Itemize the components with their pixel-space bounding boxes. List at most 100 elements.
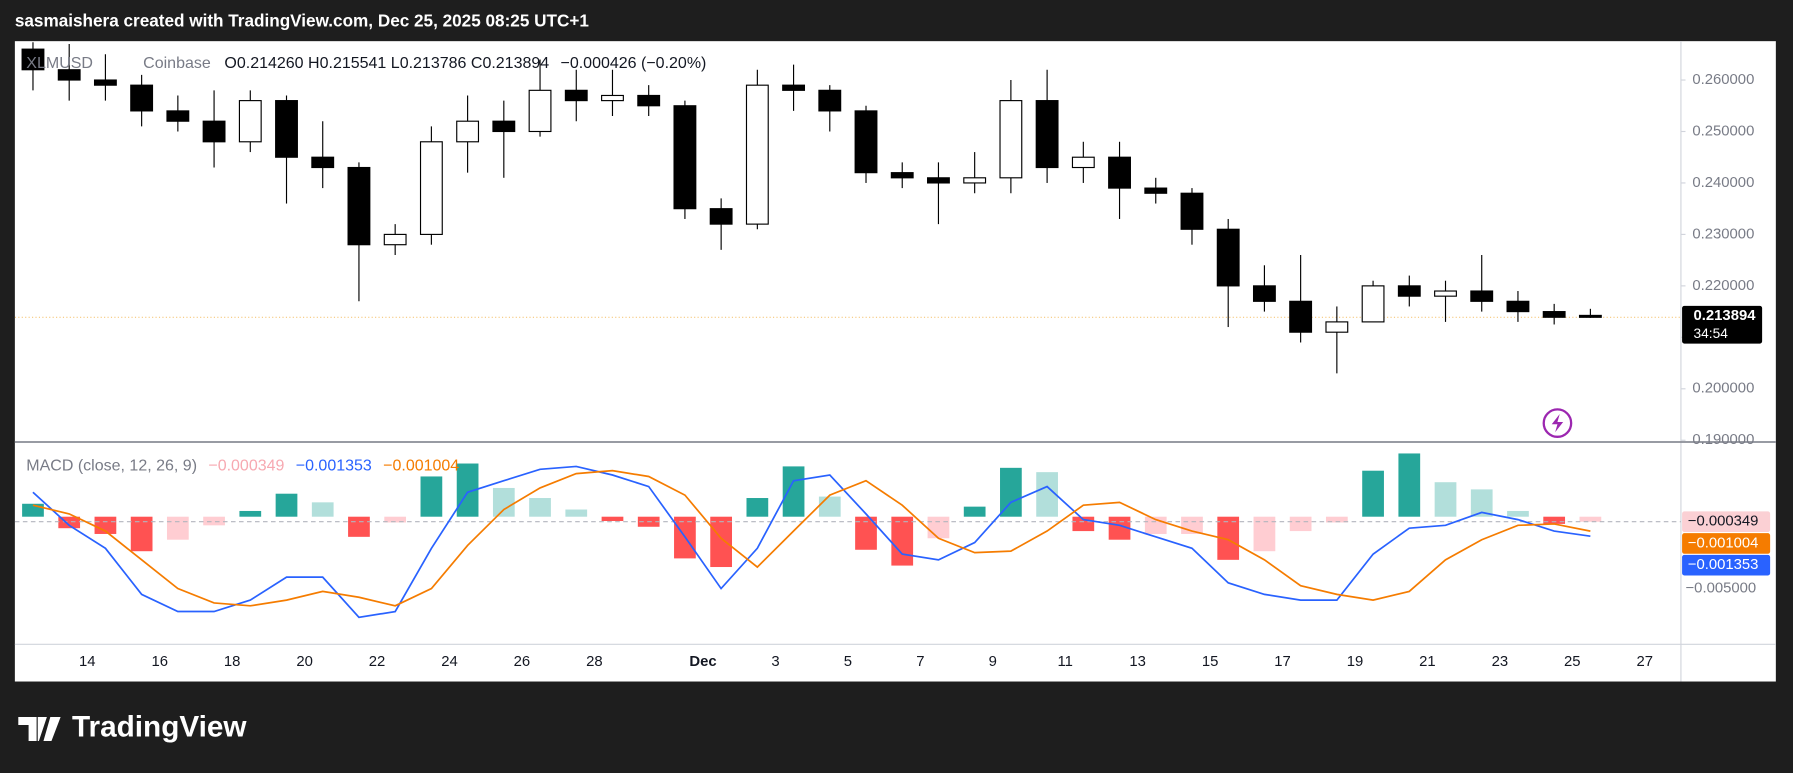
histogram-bar xyxy=(275,493,298,517)
legend-value: 0.215541 xyxy=(320,55,387,72)
macd-title: MACD (close, 12, 26, 9) xyxy=(26,458,197,475)
candle-body xyxy=(673,105,697,210)
x-tick-label: 11 xyxy=(1057,654,1072,670)
y-tick-label: −0.005000 xyxy=(1686,581,1757,597)
candle-body xyxy=(782,84,806,91)
macd-line-value: −0.001353 xyxy=(296,458,372,475)
histogram-bar xyxy=(492,487,515,517)
x-tick-label: 14 xyxy=(79,654,96,670)
last-price-box xyxy=(1682,305,1763,344)
alert-icon[interactable] xyxy=(1542,408,1573,438)
candle-body xyxy=(311,156,335,169)
chart-frame xyxy=(14,41,1776,682)
y-tick-label: 0.200000 xyxy=(1692,381,1754,397)
x-tick-label: 27 xyxy=(1636,654,1653,670)
histogram-bar xyxy=(311,502,334,517)
header-text: sasmaishera created with TradingView.com… xyxy=(15,10,589,30)
symbol: XLMUSD xyxy=(26,55,93,72)
candle-body xyxy=(166,110,190,122)
legend-label: O xyxy=(224,55,236,72)
candle-body xyxy=(275,100,298,158)
y-tick-label: 0.260000 xyxy=(1692,72,1754,88)
histogram-bar xyxy=(1362,470,1384,517)
x-tick-label: 13 xyxy=(1129,654,1146,670)
histogram-bar xyxy=(58,516,81,529)
legend-value: 0.214260 xyxy=(237,55,304,72)
price-pane xyxy=(14,42,1681,374)
histogram-bar xyxy=(1579,516,1602,522)
value-tag xyxy=(1682,554,1771,576)
histogram-bar xyxy=(1036,472,1058,517)
legend-value: 0.213894 xyxy=(482,55,549,72)
legend-value: 0.213786 xyxy=(400,55,467,72)
y-tick-label: 0.220000 xyxy=(1692,278,1754,294)
candle-body xyxy=(419,141,443,235)
legend-label: L xyxy=(391,55,400,72)
x-tick-label: Dec xyxy=(689,654,716,670)
value-tag-label: −0.000349 xyxy=(1688,514,1759,530)
histogram-bar xyxy=(94,516,117,534)
x-tick-label: 25 xyxy=(1564,654,1581,670)
histogram-bar xyxy=(565,509,588,517)
candle-body xyxy=(1578,314,1602,318)
value-tag-label: −0.001353 xyxy=(1688,557,1759,573)
histogram-bar xyxy=(1398,453,1421,517)
brand-logo[interactable]: TradingView xyxy=(18,710,247,743)
candle-body xyxy=(1361,285,1385,323)
x-tick-label: 28 xyxy=(586,654,603,670)
candle-body xyxy=(1506,300,1530,313)
candle-body xyxy=(963,177,987,184)
macd-line xyxy=(32,469,1591,607)
candle-body xyxy=(347,166,371,246)
candle-body xyxy=(130,84,154,112)
x-tick-label: 17 xyxy=(1274,654,1291,670)
histogram-bar xyxy=(782,466,805,517)
histogram-bar xyxy=(1000,467,1022,517)
macd-line xyxy=(32,465,1591,619)
candle-body xyxy=(1071,156,1095,169)
candle-body xyxy=(564,89,588,102)
histogram-bar xyxy=(710,516,733,568)
candle-body xyxy=(238,100,262,143)
x-tick-label: 3 xyxy=(771,654,779,670)
histogram-bar xyxy=(384,516,407,523)
histogram-bar xyxy=(420,476,443,517)
histogram-bar xyxy=(166,516,189,540)
histogram-bar xyxy=(529,498,551,517)
candle-body xyxy=(202,120,226,143)
candle-body xyxy=(383,233,407,246)
histogram-bar xyxy=(1543,516,1566,524)
histogram-bar xyxy=(1470,489,1493,517)
legend-change: −0.000426 (−0.20%) xyxy=(560,55,706,72)
histogram-bar xyxy=(1325,516,1348,523)
legend-label: H xyxy=(308,55,320,72)
candle-body xyxy=(1252,285,1276,302)
candle-body xyxy=(890,172,914,179)
candle-body xyxy=(57,69,81,81)
histogram-bar xyxy=(891,516,914,566)
candle-body xyxy=(999,100,1023,179)
y-tick-label: 0.250000 xyxy=(1692,123,1754,139)
histogram-bar xyxy=(1217,516,1240,560)
candle-body xyxy=(528,89,552,133)
candle-body xyxy=(709,208,733,225)
histogram-bar xyxy=(1253,516,1276,552)
x-tick-label: 5 xyxy=(844,654,852,670)
candle-body xyxy=(637,94,661,107)
value-tag-label: −0.001004 xyxy=(1688,535,1759,551)
histogram-bar xyxy=(601,516,624,522)
candle-body xyxy=(93,79,117,86)
histogram-bar xyxy=(1289,516,1312,532)
candle-body xyxy=(456,120,480,143)
candle-body xyxy=(927,177,950,184)
histogram-bar xyxy=(130,516,153,552)
candle-body xyxy=(1289,300,1313,333)
price-legend: XLMUSD Coinbase O0.214260 H0.215541 L0.2… xyxy=(26,55,706,72)
brand-text: TradingView xyxy=(72,710,247,743)
histogram-bar xyxy=(1108,516,1131,540)
x-tick-label: 15 xyxy=(1202,654,1219,670)
y-tick-label: 0.240000 xyxy=(1692,175,1754,191)
candle-body xyxy=(1397,285,1421,297)
histogram-bar xyxy=(855,516,877,550)
